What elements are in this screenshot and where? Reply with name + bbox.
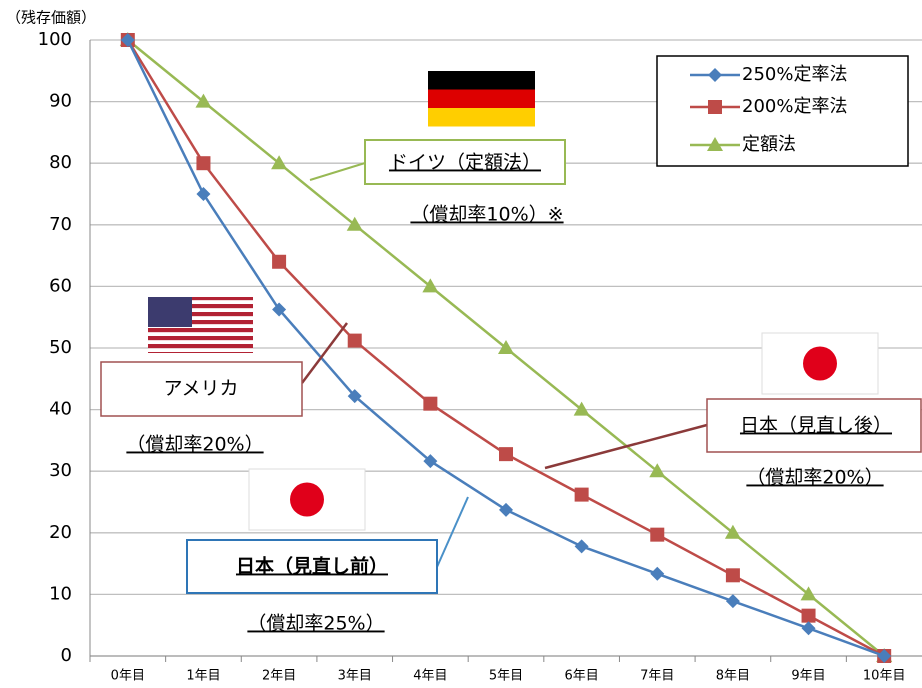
connector xyxy=(544,423,708,470)
marker xyxy=(708,68,722,82)
connector xyxy=(309,162,366,181)
y-tick-label: 30 xyxy=(49,460,72,481)
legend-label: 定額法 xyxy=(742,134,796,155)
marker xyxy=(347,389,362,404)
annotation: （償却率20%） xyxy=(126,434,263,456)
x-tick-label: 4年目 xyxy=(413,669,447,684)
y-tick-label: 20 xyxy=(49,522,72,543)
marker xyxy=(423,454,438,469)
marker xyxy=(574,539,589,554)
marker xyxy=(347,333,362,348)
annotation-box xyxy=(186,539,438,594)
marker xyxy=(574,487,589,502)
marker xyxy=(499,447,513,462)
marker xyxy=(724,524,741,539)
annotation-box xyxy=(706,398,922,453)
annotation: 日本（見直し前） xyxy=(236,555,388,578)
japan-flag xyxy=(248,468,366,531)
germany-flag xyxy=(428,71,535,127)
legend-label: 250%定率法 xyxy=(742,64,847,85)
marker xyxy=(422,278,439,293)
x-tick-label: 7年目 xyxy=(640,669,674,684)
legend-label: 200%定率法 xyxy=(742,96,847,117)
marker xyxy=(725,568,740,583)
annotation: （償却率20%） xyxy=(746,467,883,489)
annotation: （償却率10%）※ xyxy=(410,204,563,226)
x-tick-label: 5年目 xyxy=(489,669,523,684)
y-tick-label: 100 xyxy=(38,29,72,50)
x-tick-label: 10年目 xyxy=(863,669,906,684)
marker xyxy=(423,396,438,411)
marker xyxy=(649,463,666,478)
marker xyxy=(196,187,211,201)
marker xyxy=(346,216,363,231)
marker xyxy=(650,527,665,542)
y-tick-label: 70 xyxy=(49,214,72,235)
marker xyxy=(801,621,816,636)
marker xyxy=(498,340,514,354)
connector xyxy=(301,322,348,384)
connector xyxy=(436,496,469,568)
marker xyxy=(499,502,513,517)
marker xyxy=(272,254,287,269)
marker xyxy=(650,566,665,581)
marker xyxy=(800,586,817,601)
x-tick-label: 0年目 xyxy=(111,669,145,684)
marker xyxy=(272,302,287,317)
x-tick-label: 1年目 xyxy=(186,669,220,684)
marker xyxy=(573,401,590,416)
marker xyxy=(707,137,723,151)
marker xyxy=(196,156,211,171)
annotation: アメリカ xyxy=(163,378,238,400)
y-tick-label: 60 xyxy=(49,275,72,296)
annotation: ドイツ（定額法） xyxy=(389,152,541,174)
marker xyxy=(725,594,740,609)
y-tick-label: 90 xyxy=(49,91,72,112)
japan-flag xyxy=(761,332,879,395)
x-tick-label: 9年目 xyxy=(791,669,825,684)
annotation-box xyxy=(100,361,303,417)
y-tick-label: 0 xyxy=(61,645,72,666)
y-tick-label: 10 xyxy=(49,583,72,604)
x-tick-label: 3年目 xyxy=(338,669,372,684)
annotation-box xyxy=(364,139,566,185)
y-tick-label: 80 xyxy=(49,152,72,173)
x-tick-label: 2年目 xyxy=(262,669,296,684)
marker xyxy=(801,608,816,623)
marker xyxy=(271,155,288,170)
x-tick-label: 8年目 xyxy=(716,669,750,684)
x-tick-label: 6年目 xyxy=(564,669,598,684)
marker xyxy=(877,649,892,663)
y-tick-label: 40 xyxy=(49,399,72,420)
annotation: （償却率25%） xyxy=(247,613,384,635)
y-axis-label: （残存価額） xyxy=(6,9,96,27)
us-flag xyxy=(148,297,253,353)
annotation: 日本（見直し後） xyxy=(740,415,892,437)
marker xyxy=(708,100,722,114)
y-tick-label: 50 xyxy=(49,337,72,358)
marker xyxy=(195,93,212,108)
marker xyxy=(120,33,135,47)
